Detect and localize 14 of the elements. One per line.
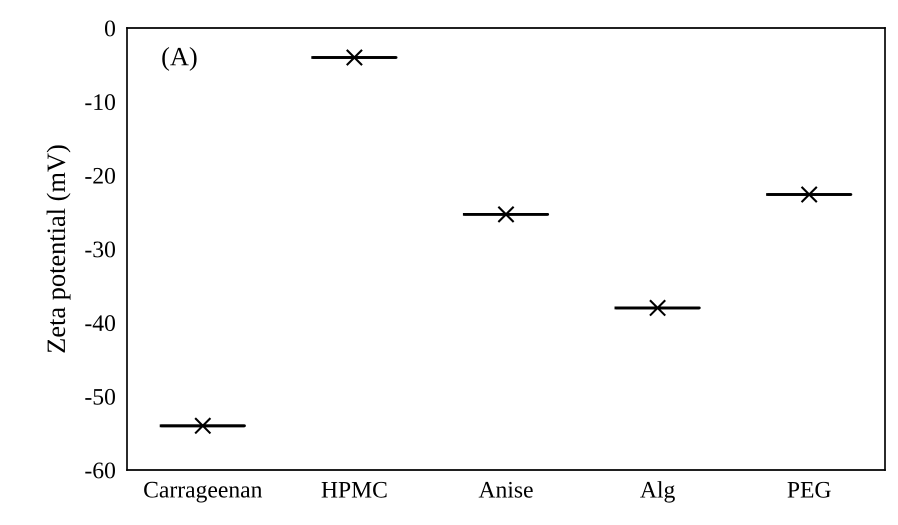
- y-tick-label: -60: [85, 462, 115, 478]
- y-tick-label: -40: [85, 315, 115, 332]
- x-tick-label: PEG: [788, 482, 831, 498]
- x-tick-label: HPMC: [322, 482, 387, 498]
- y-tick-label: -50: [85, 388, 115, 405]
- y-axis-title: Zeta potential (mV): [46, 145, 71, 353]
- y-tick-label: -30: [85, 241, 115, 258]
- y-tick-label: -10: [85, 94, 115, 110]
- y-tick-label: 0: [104, 20, 115, 36]
- x-tick-label: Alg: [640, 481, 675, 503]
- x-tick-label: Anise: [478, 482, 533, 498]
- annotation: (A): [162, 46, 197, 71]
- y-tick-label: -20: [85, 168, 115, 184]
- x-tick-label: Carrageenan: [144, 482, 262, 503]
